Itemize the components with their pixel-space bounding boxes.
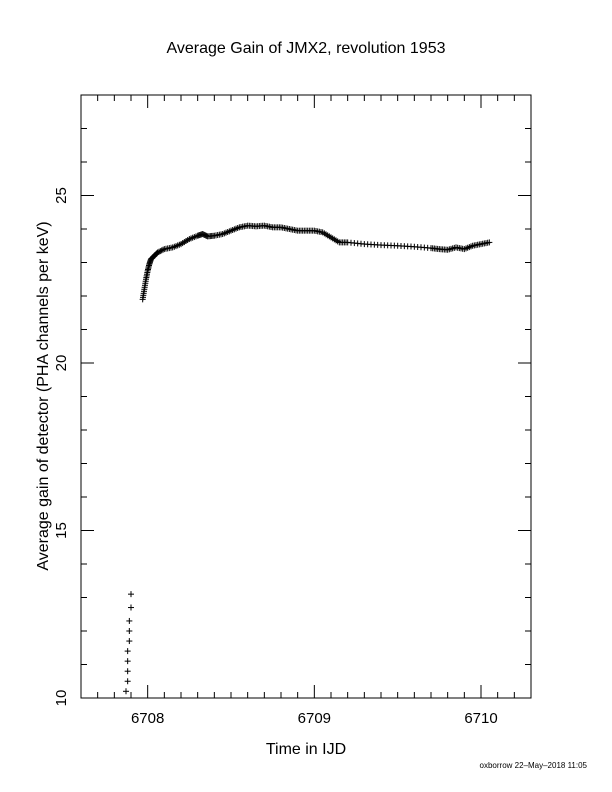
data-point (124, 658, 131, 665)
x-tick-label: 6708 (131, 710, 164, 727)
x-tick-label: 6710 (464, 710, 497, 727)
data-point (126, 628, 133, 634)
footer-credit: oxborrow 22–May–2018 11:05 (480, 761, 588, 770)
data-point (156, 248, 162, 255)
y-axis-label: Average gain of detector (PHA channels p… (35, 221, 52, 570)
y-tick-label: 20 (53, 355, 70, 372)
data-point (486, 239, 493, 246)
data-point (126, 617, 133, 624)
data-point (160, 246, 166, 253)
data-point (124, 678, 131, 685)
data-point (154, 249, 161, 256)
data-point (124, 668, 131, 675)
data-points (123, 222, 493, 695)
x-tick-label: 6709 (298, 710, 331, 727)
x-axis-label: Time in IJD (266, 741, 346, 758)
chart-title: Average Gain of JMX2, revolution 1953 (167, 40, 446, 57)
y-tick-label: 25 (53, 187, 70, 204)
y-tick-label: 15 (53, 522, 70, 539)
data-point (128, 591, 134, 598)
data-point (128, 604, 134, 611)
plot-frame (80, 94, 532, 699)
y-tick-labels: 10 15 20 25 (53, 187, 70, 706)
data-point (157, 248, 164, 255)
axis-ticks (81, 94, 531, 699)
data-point (124, 648, 131, 655)
y-tick-label: 10 (53, 690, 70, 707)
data-point (123, 688, 129, 695)
data-point (158, 247, 165, 254)
x-tick-labels: 6708 6709 6710 (131, 710, 498, 727)
data-point (126, 638, 133, 645)
